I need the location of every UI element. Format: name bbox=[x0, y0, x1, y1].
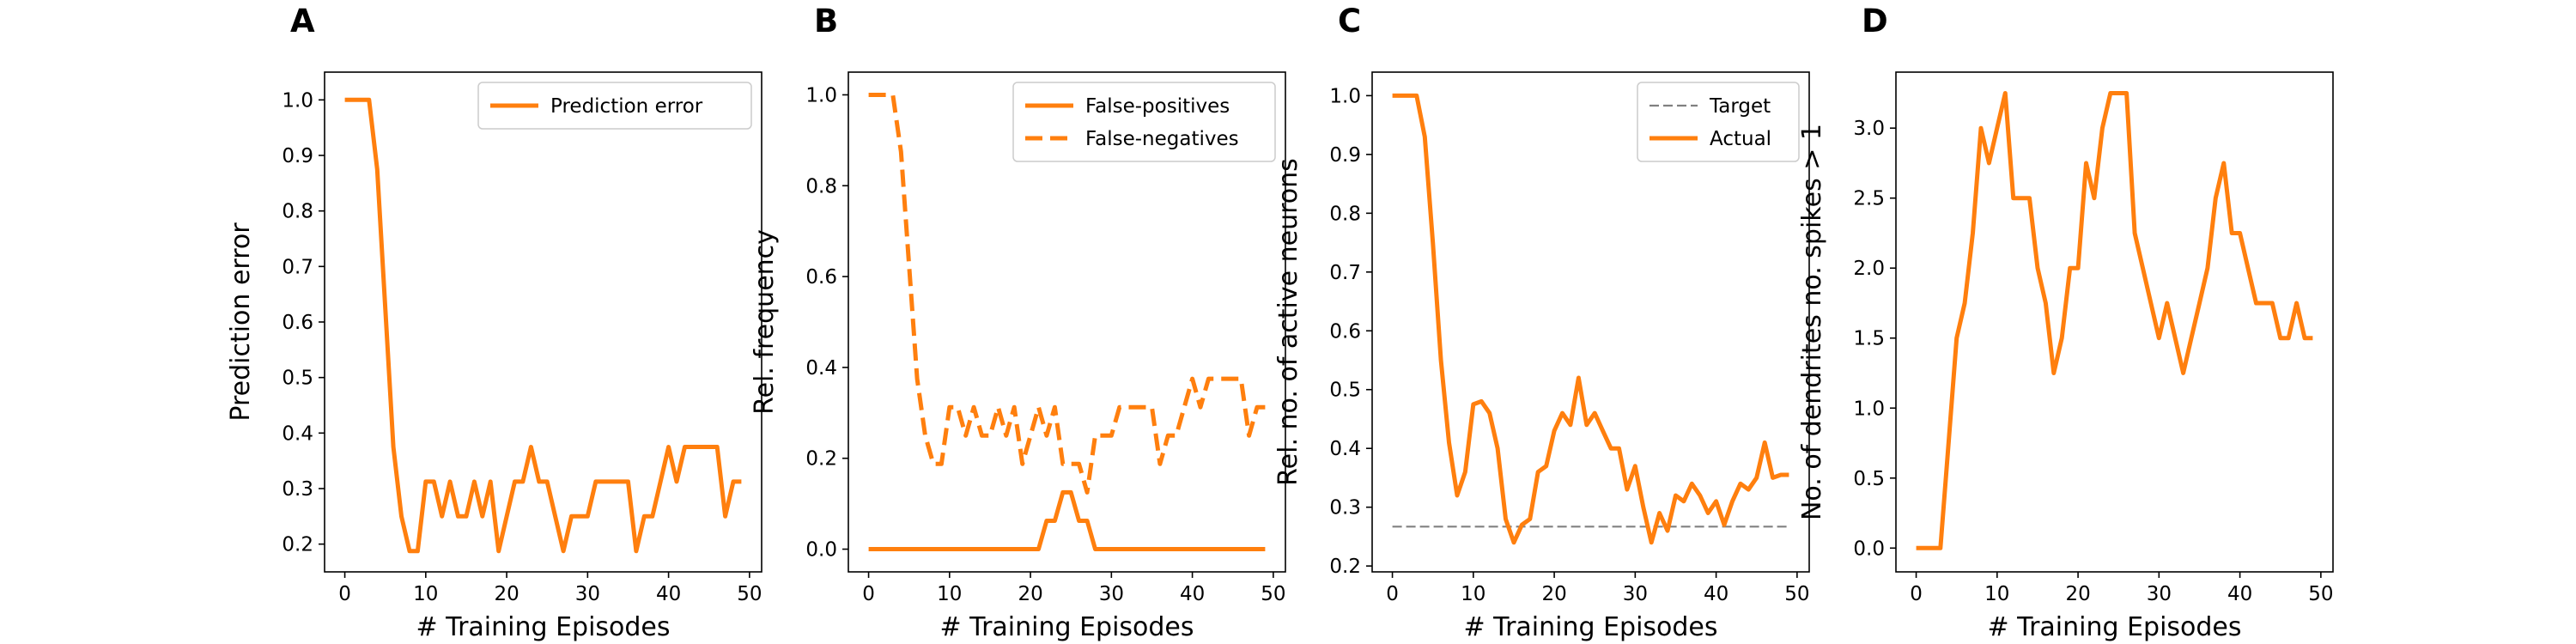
y-tick-label-c: 0.4 bbox=[1329, 438, 1361, 460]
legend-b: False-positives False-negatives bbox=[1012, 82, 1276, 162]
panel-label-c: C bbox=[1338, 3, 1361, 39]
y-tick-label-b: 0.2 bbox=[805, 448, 837, 471]
y-tick-label-a: 0.4 bbox=[282, 422, 313, 445]
x-tick-label-a: 40 bbox=[656, 583, 681, 605]
x-axis-label-d: # Training Episodes bbox=[1987, 612, 2241, 642]
legend-entry-c: Actual bbox=[1710, 128, 1771, 150]
x-tick-label-b: 50 bbox=[1261, 583, 1285, 605]
x-tick-label-c: 20 bbox=[1541, 583, 1566, 605]
axes-frame-b bbox=[848, 71, 1286, 573]
x-tick-label-a: 30 bbox=[575, 583, 600, 605]
x-tick-label-c: 30 bbox=[1623, 583, 1648, 605]
x-tick-label-d: 10 bbox=[1984, 583, 2009, 605]
x-tick-label-b: 10 bbox=[937, 583, 962, 605]
y-tick-label-a: 0.9 bbox=[282, 145, 313, 167]
legend-box-b bbox=[1012, 82, 1276, 162]
axes-frame-a bbox=[324, 71, 762, 573]
y-tick-label-c: 0.2 bbox=[1329, 556, 1361, 578]
y-axis-label-d: No. of dendrites no. spikes > 1 bbox=[1797, 124, 1827, 520]
x-tick-label-c: 10 bbox=[1461, 583, 1485, 605]
y-tick-label-b: 0.6 bbox=[805, 266, 837, 289]
y-tick-label-a: 0.2 bbox=[282, 534, 313, 556]
prediction-error-line-a bbox=[344, 97, 742, 554]
x-axis-label-c: # Training Episodes bbox=[1463, 612, 1717, 642]
panel-c: 0 10 20 30 40 50 0.2 0.3 0.4 0.5 0.6 0.7 0.8 0.9 1.0 # … bbox=[1273, 71, 1810, 642]
y-tick-label-d: 3.0 bbox=[1853, 118, 1885, 140]
data-line-d bbox=[1916, 91, 2313, 550]
x-tick-label-a: 20 bbox=[494, 583, 519, 605]
x-tick-label-b: 20 bbox=[1018, 583, 1042, 605]
y-tick-label-c: 0.3 bbox=[1329, 497, 1361, 519]
panel-d: 0 10 20 30 40 50 0.0 0.5 1.0 1.5 2.0 2.5 3.0 # Traini… bbox=[1797, 71, 2334, 642]
y-axis-label-a: Prediction error bbox=[226, 222, 256, 422]
x-tick-label-a: 10 bbox=[413, 583, 438, 605]
y-tick-label-a: 0.5 bbox=[282, 368, 313, 390]
x-tick-label-d: 40 bbox=[2227, 583, 2252, 605]
legend-box-c bbox=[1637, 82, 1800, 162]
y-tick-label-a: 0.6 bbox=[282, 312, 313, 334]
y-tick-label-b: 0.8 bbox=[805, 175, 837, 197]
y-tick-label-d: 0.0 bbox=[1853, 538, 1885, 560]
x-tick-label-d: 20 bbox=[2065, 583, 2090, 605]
x-tick-label-b: 30 bbox=[1099, 583, 1124, 605]
panel-b: 0 10 20 30 40 50 0.0 0.2 0.4 0.6 0.8 1.0 # Training … bbox=[750, 71, 1286, 642]
x-tick-label-b: 0 bbox=[862, 583, 875, 605]
x-tick-label-a: 50 bbox=[737, 583, 762, 605]
legend-entry-b: False-positives bbox=[1085, 95, 1230, 118]
y-tick-label-d: 1.5 bbox=[1853, 328, 1885, 350]
panel-label-b: B bbox=[814, 3, 838, 39]
y-tick-label-c: 0.5 bbox=[1329, 380, 1361, 402]
y-tick-label-d: 2.0 bbox=[1853, 258, 1885, 280]
legend-c: Target Actual bbox=[1637, 82, 1800, 162]
y-tick-label-c: 1.0 bbox=[1329, 85, 1361, 107]
x-tick-label-a: 0 bbox=[338, 583, 351, 605]
y-tick-label-d: 1.0 bbox=[1853, 398, 1885, 420]
x-axis-label-b: # Training Episodes bbox=[939, 612, 1194, 642]
legend-box-a bbox=[477, 82, 752, 130]
x-tick-label-d: 0 bbox=[1910, 583, 1923, 605]
actual-line-c bbox=[1392, 93, 1789, 545]
x-tick-label-c: 40 bbox=[1704, 583, 1728, 605]
y-tick-label-d: 0.5 bbox=[1853, 468, 1885, 490]
false-negatives-line-b bbox=[868, 93, 1266, 495]
y-tick-label-a: 1.0 bbox=[282, 89, 313, 112]
panel-label-a: A bbox=[290, 3, 315, 39]
x-tick-label-b: 40 bbox=[1180, 583, 1205, 605]
y-tick-label-c: 0.8 bbox=[1329, 203, 1361, 225]
y-axis-label-b: Rel. frequency bbox=[750, 229, 780, 415]
panel-label-d: D bbox=[1862, 3, 1888, 39]
y-tick-label-b: 1.0 bbox=[805, 84, 837, 106]
y-tick-label-c: 0.6 bbox=[1329, 320, 1361, 343]
legend-entry-a: Prediction error bbox=[550, 95, 703, 118]
false-positives-line-b bbox=[868, 489, 1266, 551]
y-tick-label-d: 2.5 bbox=[1853, 188, 1885, 210]
panel-a: 0 10 20 30 40 50 0.2 0.3 0.4 0.5 0.6 0.7 0.8 0.9 1.0 # … bbox=[226, 71, 762, 642]
chart-panels: 0 10 20 30 40 50 0.2 0.3 0.4 0.5 0.6 0.7 0.8 0.9 1.0 # … bbox=[226, 71, 2334, 642]
y-tick-label-c: 0.7 bbox=[1329, 262, 1361, 284]
y-tick-label-b: 0.0 bbox=[805, 539, 837, 562]
legend-a: Prediction error bbox=[477, 82, 752, 130]
x-axis-label-a: # Training Episodes bbox=[416, 612, 670, 642]
axes-frame-d bbox=[1895, 71, 2334, 573]
y-axis-label-c: Rel. no. of active neurons bbox=[1273, 158, 1303, 486]
axes-frame-c bbox=[1371, 71, 1810, 573]
x-tick-label-c: 0 bbox=[1386, 583, 1399, 605]
legend-entry-c: Target bbox=[1709, 95, 1771, 118]
x-tick-label-d: 30 bbox=[2147, 583, 2172, 605]
y-tick-label-a: 0.7 bbox=[282, 256, 313, 278]
y-tick-label-c: 0.9 bbox=[1329, 144, 1361, 167]
y-tick-label-a: 0.3 bbox=[282, 478, 313, 501]
x-tick-label-d: 50 bbox=[2308, 583, 2333, 605]
legend-entry-b: False-negatives bbox=[1085, 128, 1239, 150]
y-tick-label-a: 0.8 bbox=[282, 201, 313, 223]
x-tick-label-c: 50 bbox=[1784, 583, 1809, 605]
y-tick-label-b: 0.4 bbox=[805, 357, 837, 380]
